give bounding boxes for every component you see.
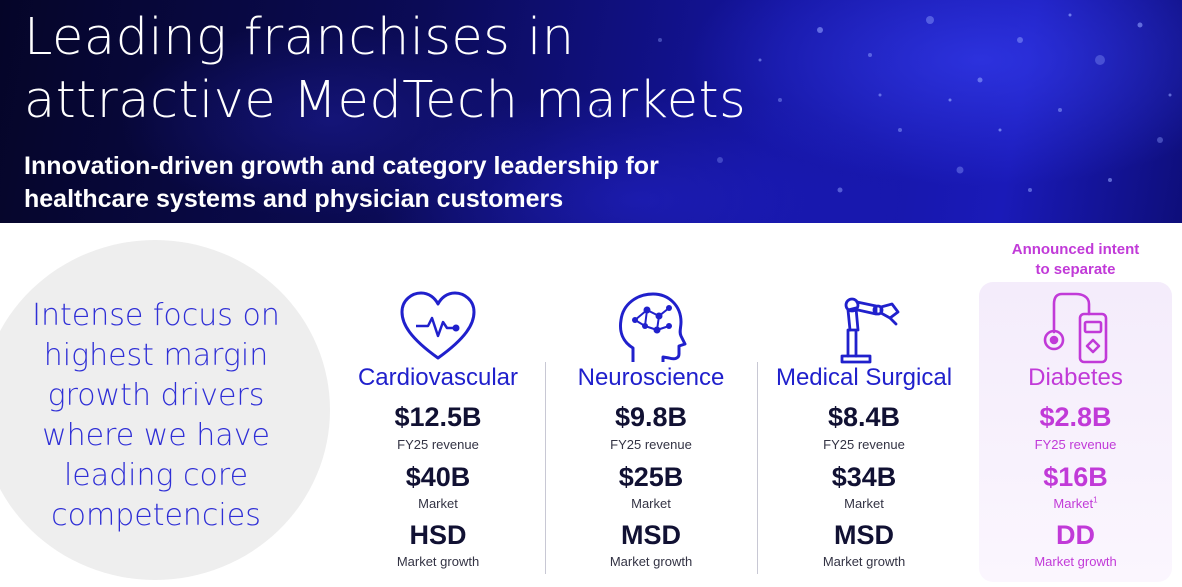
- market-label: Market: [631, 496, 671, 511]
- page-title: Leading franchises in attractive MedTech…: [24, 6, 746, 132]
- diabetes-highlight-panel: [979, 282, 1172, 582]
- market-label: Market: [844, 496, 884, 511]
- column-divider: [757, 362, 758, 574]
- franchise-name: Neuroscience: [577, 364, 725, 391]
- focus-line: competencies: [51, 498, 261, 533]
- separation-note-line: to separate: [1035, 261, 1116, 278]
- separation-note: Announced intent to separate: [979, 240, 1172, 280]
- market-label-text: Market: [1053, 496, 1094, 511]
- growth-label: Market growth: [396, 554, 480, 569]
- franchise-diabetes: Diabetes $2.8B FY25 revenue $16B Market1…: [979, 280, 1172, 580]
- focus-line: leading core: [63, 458, 249, 493]
- focus-line: where we have: [42, 418, 270, 453]
- revenue-value: $9.8B: [614, 402, 688, 432]
- focus-line: highest margin: [43, 338, 269, 373]
- revenue-value: $8.4B: [827, 402, 901, 432]
- focus-line: growth drivers: [47, 378, 265, 413]
- focus-statement: Intense focus on highest margin growth d…: [10, 296, 302, 536]
- revenue-value: $12.5B: [394, 402, 482, 432]
- revenue-value: $2.8B: [1039, 402, 1112, 432]
- separation-note-line: Announced intent: [1011, 241, 1140, 258]
- growth-label: Market growth: [822, 554, 906, 569]
- header-banner: Leading franchises in attractive MedTech…: [0, 0, 1182, 223]
- growth-value: DD: [1056, 520, 1095, 550]
- growth-value: MSD: [834, 520, 894, 550]
- revenue-label: FY25 revenue: [397, 437, 479, 452]
- bokeh-background: [598, 13, 1172, 193]
- growth-label: Market growth: [1034, 554, 1117, 569]
- focus-line: Intense focus on: [32, 298, 280, 333]
- footnote-marker: 1: [1093, 495, 1098, 505]
- franchise-name: Cardiovascular: [357, 364, 519, 391]
- focus-circle: [0, 240, 330, 580]
- market-label: Market: [418, 496, 458, 511]
- market-label: Market1: [979, 496, 1172, 511]
- column-divider: [545, 362, 546, 574]
- revenue-label: FY25 revenue: [610, 437, 692, 452]
- title-line: Leading franchises in: [24, 8, 575, 67]
- revenue-label: FY25 revenue: [1034, 437, 1117, 452]
- market-value: $25B: [618, 462, 684, 492]
- market-value: $16B: [1043, 462, 1108, 492]
- revenue-label: FY25 revenue: [823, 437, 905, 452]
- franchise-name: Diabetes: [1028, 364, 1123, 391]
- franchise-neuroscience: Neuroscience $9.8B FY25 revenue $25B Mar…: [551, 280, 751, 580]
- market-value: $34B: [831, 462, 897, 492]
- brain-head-icon: [619, 292, 687, 362]
- heart-rate-icon: [400, 291, 476, 360]
- growth-value: HSD: [409, 520, 467, 550]
- franchise-cardiovascular: Cardiovascular $12.5B FY25 revenue $40B …: [338, 280, 538, 580]
- robotic-arm-icon: [840, 297, 900, 364]
- franchise-medical-surgical: Medical Surgical $8.4B FY25 revenue $34B…: [762, 280, 966, 580]
- growth-label: Market growth: [609, 554, 693, 569]
- title-line: attractive MedTech markets: [24, 71, 747, 130]
- market-value: $40B: [405, 462, 471, 492]
- page-subtitle: Innovation-driven growth and category le…: [24, 150, 659, 216]
- subtitle-line: healthcare systems and physician custome…: [24, 185, 564, 213]
- franchise-name: Medical Surgical: [775, 364, 953, 391]
- growth-value: MSD: [621, 520, 681, 550]
- subtitle-line: Innovation-driven growth and category le…: [24, 152, 659, 180]
- insulin-pump-icon: [1043, 292, 1107, 364]
